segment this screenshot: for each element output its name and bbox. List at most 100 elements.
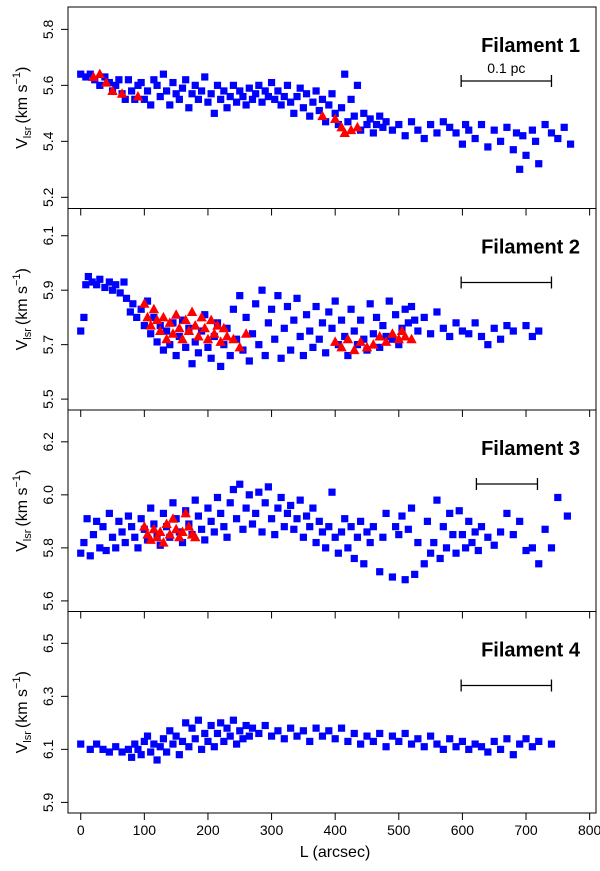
- data-point-blue: [318, 95, 327, 103]
- data-point-blue: [156, 743, 164, 751]
- data-point-blue: [112, 81, 120, 89]
- data-point-blue: [283, 302, 292, 311]
- x-tick-label: 300: [260, 822, 284, 838]
- data-point-blue: [436, 554, 444, 563]
- data-point-blue: [341, 515, 349, 523]
- data-point-red: [100, 77, 112, 87]
- data-point-blue: [461, 544, 470, 552]
- data-point-red: [167, 513, 179, 523]
- data-point-blue: [93, 740, 101, 748]
- data-point-blue: [509, 531, 517, 539]
- data-point-blue: [369, 737, 377, 746]
- data-point-blue: [325, 101, 333, 109]
- data-point-blue: [439, 324, 447, 332]
- data-point-blue: [531, 137, 540, 145]
- data-point-blue: [287, 346, 295, 354]
- data-point-blue: [182, 719, 190, 727]
- data-point-blue: [407, 302, 416, 311]
- data-point-blue: [191, 81, 199, 89]
- data-point-blue: [129, 300, 137, 308]
- data-point-blue: [395, 341, 403, 349]
- data-point-blue: [522, 151, 530, 159]
- data-point-blue: [86, 552, 94, 560]
- data-point-blue: [159, 346, 168, 354]
- y-tick-label: 6.1: [40, 226, 56, 246]
- data-point-blue: [226, 351, 234, 360]
- data-point-blue: [121, 95, 129, 103]
- data-point-blue: [522, 735, 530, 743]
- data-point-blue: [471, 134, 479, 143]
- data-point-blue: [201, 311, 209, 319]
- data-point-blue: [423, 517, 432, 525]
- data-point-blue: [446, 332, 454, 341]
- data-point-blue: [325, 727, 333, 735]
- data-point-blue: [341, 332, 349, 341]
- data-point-blue: [287, 501, 295, 510]
- data-point-blue: [414, 126, 422, 134]
- data-point-blue: [452, 319, 460, 327]
- x-tick-label: 400: [324, 822, 348, 838]
- data-point-blue: [503, 735, 511, 743]
- data-point-blue: [137, 305, 145, 313]
- data-point-blue: [477, 743, 486, 751]
- data-point-blue: [201, 73, 209, 81]
- data-point-blue: [229, 81, 237, 89]
- y-tick-label: 5.8: [40, 538, 56, 558]
- data-point-blue: [401, 132, 409, 140]
- data-point-blue: [366, 115, 374, 123]
- data-point-blue: [194, 95, 203, 103]
- data-point-blue: [150, 76, 158, 84]
- y-axis-title-units: (km s: [14, 689, 31, 728]
- data-point-blue: [477, 523, 486, 531]
- data-point-blue: [280, 324, 288, 332]
- data-point-red: [349, 344, 360, 355]
- data-point-blue: [261, 499, 269, 507]
- data-point-red: [329, 113, 341, 123]
- data-point-blue: [226, 92, 234, 101]
- data-point-blue: [379, 321, 387, 330]
- data-point-blue: [376, 343, 384, 351]
- data-point-blue: [401, 729, 409, 738]
- data-point-blue: [363, 528, 371, 536]
- data-point-blue: [194, 349, 203, 357]
- data-point-blue: [420, 313, 428, 322]
- data-point-red: [158, 311, 169, 322]
- panel-title: Filament 1: [481, 35, 580, 57]
- data-point-blue: [344, 544, 352, 552]
- data-point-blue: [350, 729, 358, 738]
- data-point-blue: [185, 104, 193, 112]
- data-point-blue: [258, 98, 266, 106]
- panel-title: Filament 3: [481, 438, 580, 460]
- data-point-blue: [334, 120, 342, 129]
- data-point-blue: [395, 737, 403, 746]
- data-point-blue: [522, 546, 530, 555]
- data-point-blue: [382, 743, 390, 751]
- data-point-blue: [465, 745, 473, 753]
- data-point-blue: [512, 129, 521, 137]
- y-axis-title-exp: −1: [11, 676, 23, 689]
- data-point-blue: [84, 272, 92, 281]
- data-point-blue: [124, 745, 133, 753]
- data-point-blue: [223, 324, 231, 332]
- data-point-blue: [287, 98, 295, 106]
- data-point-blue: [89, 531, 98, 539]
- data-point-blue: [347, 305, 355, 313]
- data-point-blue: [496, 745, 505, 753]
- data-point-blue: [353, 81, 362, 89]
- data-point-blue: [309, 504, 317, 512]
- data-point-blue: [134, 745, 142, 753]
- data-point-blue: [331, 533, 339, 541]
- data-point-blue: [407, 740, 416, 748]
- data-point-blue: [120, 278, 128, 286]
- y-axis-title-sub: lsr: [22, 328, 34, 340]
- data-point-blue: [166, 341, 174, 349]
- data-point-red: [190, 320, 201, 330]
- data-point-blue: [261, 351, 269, 360]
- data-point-red: [158, 537, 169, 547]
- data-point-blue: [105, 278, 113, 286]
- data-point-red: [190, 531, 201, 542]
- data-point-blue: [461, 120, 470, 129]
- data-point-red: [132, 91, 144, 101]
